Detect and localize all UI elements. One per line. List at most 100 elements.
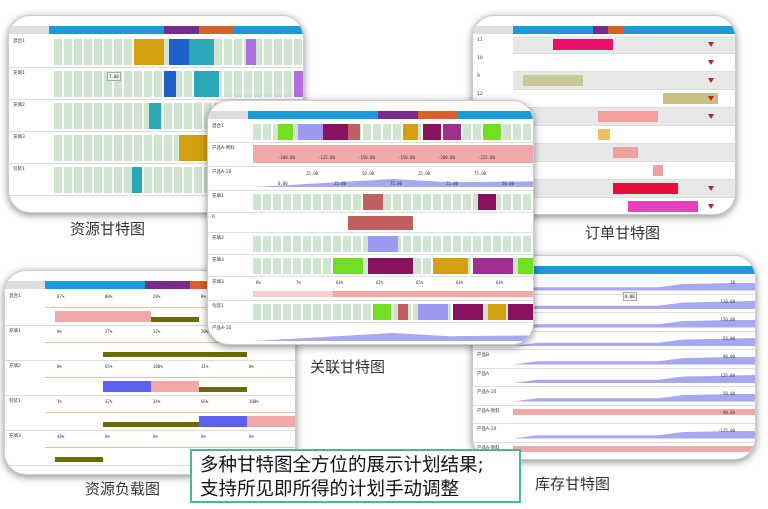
task-bar[interactable] xyxy=(423,124,441,140)
task-bar[interactable] xyxy=(246,39,256,65)
task-bar[interactable] xyxy=(398,304,408,320)
grid-cell xyxy=(134,103,142,129)
grid-cell xyxy=(234,71,242,97)
row-label: 充填2 xyxy=(13,103,25,108)
grid-cell xyxy=(503,304,511,320)
grid-cell xyxy=(303,258,311,274)
task-bar[interactable] xyxy=(294,71,303,97)
task-bar[interactable] xyxy=(488,304,506,320)
grid-cell xyxy=(184,167,192,193)
task-bar[interactable] xyxy=(508,304,533,320)
grid-cell xyxy=(283,304,291,320)
inventory-value: -200.00 xyxy=(438,155,455,160)
order-bar[interactable] xyxy=(613,147,638,158)
task-bar[interactable] xyxy=(473,258,513,274)
load-percent: 0% xyxy=(201,434,206,439)
task-bar[interactable] xyxy=(418,304,448,320)
grid-cell xyxy=(453,194,461,210)
grid-cell xyxy=(124,103,132,129)
grid-cell xyxy=(313,258,321,274)
inventory-value: 10 xyxy=(730,280,735,285)
inventory-area xyxy=(513,408,755,415)
grid-cell xyxy=(74,167,82,193)
row-label: 混合1 xyxy=(13,39,25,44)
task-bar[interactable] xyxy=(348,216,413,230)
grid-cell xyxy=(54,103,62,129)
task-bar[interactable] xyxy=(132,167,142,193)
task-bar[interactable] xyxy=(483,124,501,140)
left-header xyxy=(9,26,49,34)
due-date-marker-icon xyxy=(708,60,714,65)
tooltip: 0.00 xyxy=(623,292,637,301)
load-percent: 64% xyxy=(456,280,464,285)
task-bar[interactable] xyxy=(278,124,293,140)
grid-cell xyxy=(293,304,301,320)
grid-cell xyxy=(533,304,534,320)
task-bar[interactable] xyxy=(298,124,323,140)
grid-cell xyxy=(373,124,381,140)
grid-cell xyxy=(523,194,531,210)
order-bar[interactable] xyxy=(628,201,698,212)
task-bar[interactable] xyxy=(134,39,164,65)
load-percent: 0% xyxy=(201,294,206,299)
task-bar[interactable] xyxy=(433,258,468,274)
task-bar[interactable] xyxy=(348,124,360,140)
order-bar[interactable] xyxy=(653,165,663,176)
resource-row: 混合1 xyxy=(9,36,303,68)
order-bar[interactable] xyxy=(613,183,678,194)
grid-cell xyxy=(303,304,311,320)
grid-cell xyxy=(144,71,152,97)
grid-cell xyxy=(154,167,162,193)
linked-row: 充填3 0% 7% 64% 62% 65% 64% 64% xyxy=(208,277,533,301)
task-bar[interactable] xyxy=(373,304,391,320)
task-bar[interactable] xyxy=(169,39,189,65)
task-bar[interactable] xyxy=(363,194,383,210)
load-bar xyxy=(151,352,199,357)
inventory-value: 75.00 xyxy=(390,181,403,186)
row-label: 充填3 xyxy=(212,258,224,263)
task-bar[interactable] xyxy=(164,71,176,97)
inventory-value: 25.00 xyxy=(306,171,319,176)
load-percent: 65% xyxy=(416,280,424,285)
task-bar[interactable] xyxy=(368,258,413,274)
order-bar[interactable] xyxy=(598,129,610,140)
linked-gantt-caption: 关联甘特图 xyxy=(310,358,386,376)
task-bar[interactable] xyxy=(323,124,348,140)
order-bar[interactable] xyxy=(663,93,718,104)
inventory-value: 120.00 xyxy=(720,298,735,304)
linked-row: 6 xyxy=(208,213,533,233)
order-bar[interactable] xyxy=(523,75,583,86)
task-bar[interactable] xyxy=(478,194,496,210)
task-bar[interactable] xyxy=(333,258,363,274)
task-bar[interactable] xyxy=(443,124,461,140)
task-bar[interactable] xyxy=(149,103,161,129)
row-label: 产品A-原料 xyxy=(212,146,235,151)
task-bar[interactable] xyxy=(368,236,398,252)
timeline-header xyxy=(513,266,755,274)
left-header xyxy=(473,26,513,34)
grid-cell xyxy=(134,135,142,161)
order-row xyxy=(513,198,735,214)
grid-cell xyxy=(164,103,172,129)
order-bar[interactable] xyxy=(553,39,613,50)
linked-row: 充填3 xyxy=(208,255,533,277)
grid-cell xyxy=(94,135,102,161)
grid-cell xyxy=(423,236,431,252)
header-segment xyxy=(608,26,623,34)
task-bar[interactable] xyxy=(189,39,214,65)
inventory-area xyxy=(513,319,755,328)
row-label: 产品A-10 xyxy=(212,326,232,331)
task-bar[interactable] xyxy=(194,71,219,97)
order-bar[interactable] xyxy=(598,111,658,122)
task-bar[interactable] xyxy=(403,124,418,140)
grid-cell xyxy=(84,71,92,97)
grid-cell xyxy=(114,39,122,65)
grid-cell xyxy=(283,258,291,274)
grid-cell xyxy=(383,124,391,140)
task-bar[interactable] xyxy=(518,258,533,274)
grid-cell xyxy=(104,103,112,129)
task-bar[interactable] xyxy=(453,304,483,320)
due-date-marker-icon xyxy=(708,114,714,119)
grid-cell xyxy=(104,39,112,65)
grid-cell xyxy=(443,194,451,210)
